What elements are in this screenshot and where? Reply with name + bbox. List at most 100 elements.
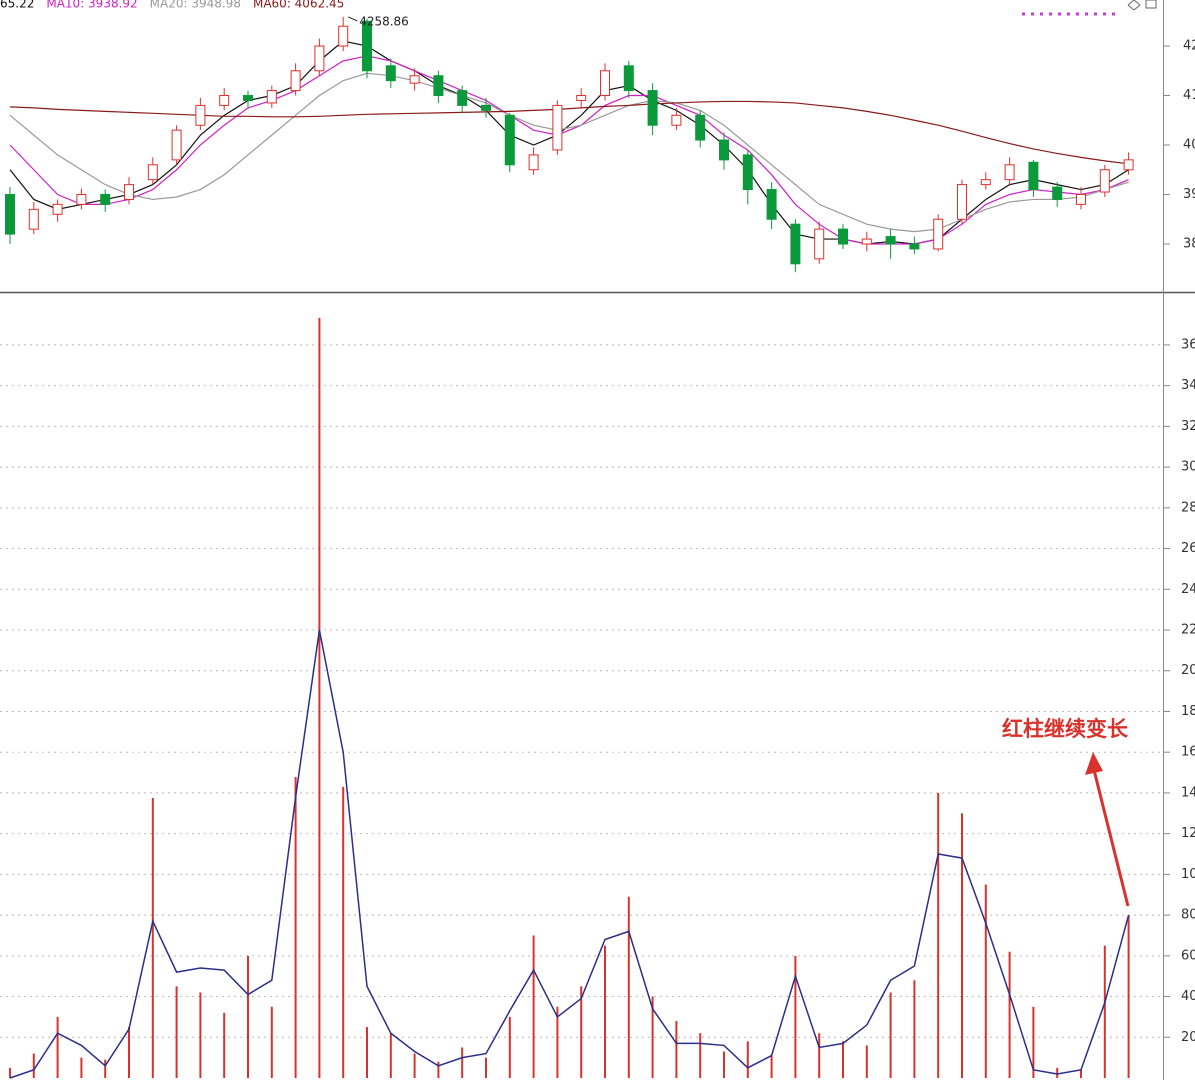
- candle-body: [695, 114, 706, 141]
- candle-body: [838, 228, 848, 245]
- annotation: 红柱继续变长: [1002, 717, 1129, 741]
- y-tick-label: 400: [1181, 989, 1195, 1004]
- volume-bar: [580, 986, 583, 1078]
- y-tick-label: 1200: [1181, 826, 1195, 841]
- volume-bar: [223, 1012, 226, 1078]
- volume-bar: [842, 1041, 844, 1078]
- y-tick-label: 2600: [1181, 541, 1195, 556]
- candle-body: [980, 179, 991, 186]
- volume-bar: [199, 992, 202, 1078]
- candle-body: [576, 95, 587, 101]
- candle-body: [100, 194, 111, 205]
- candle-body: [338, 25, 349, 47]
- volume-bar: [604, 945, 606, 1078]
- toolbar-icon[interactable]: [1127, 0, 1141, 11]
- legend-entry: MA20: 3948.98: [150, 0, 241, 11]
- volume-bar: [104, 1059, 107, 1078]
- candle-body: [5, 194, 15, 235]
- volume-bar: [175, 986, 178, 1078]
- volume-bar: [508, 1016, 511, 1078]
- candle-body: [885, 236, 896, 245]
- candle-body: [171, 129, 182, 161]
- candle-body: [623, 65, 634, 92]
- volume-bar: [746, 1041, 749, 1078]
- candle-body: [719, 139, 729, 161]
- candle-body: [290, 70, 301, 92]
- candle-body: [861, 238, 872, 245]
- candle-body: [28, 208, 39, 230]
- volume-bar: [675, 1020, 678, 1078]
- candle-body: [481, 104, 491, 111]
- candle-body: [504, 114, 515, 166]
- candle-body: [52, 203, 63, 215]
- volume-bar: [294, 777, 297, 1078]
- volume-bar: [270, 1006, 273, 1078]
- volume-bar: [1056, 1067, 1059, 1078]
- volume-bar: [342, 786, 345, 1078]
- volume-bar: [56, 1016, 59, 1078]
- volume-bar: [413, 1053, 416, 1078]
- y-tick-label: 2400: [1181, 582, 1195, 597]
- candle-body: [933, 218, 944, 250]
- candle-body: [195, 104, 206, 126]
- candle-body: [1123, 159, 1134, 171]
- volume-bar: [937, 792, 940, 1078]
- candle-body: [742, 154, 753, 191]
- volume-bar: [961, 813, 963, 1078]
- volume-bar: [1127, 915, 1130, 1078]
- volume-ma-line: [9, 629, 1130, 1079]
- candle-body: [957, 184, 967, 220]
- volume-bar: [532, 935, 535, 1078]
- legend-entry: MA10: 3938.92: [46, 0, 137, 11]
- candle-body: [528, 154, 539, 171]
- candle-body: [600, 70, 610, 97]
- volume-bar: [80, 1057, 83, 1078]
- annotation-arrow: [1092, 769, 1130, 907]
- volume-bar: [794, 955, 797, 1078]
- candle-body: [552, 104, 563, 151]
- volume-bar: [699, 1033, 702, 1078]
- candle-body: [671, 114, 682, 126]
- toolbar-icon[interactable]: [1145, 0, 1157, 9]
- y-tick-label: 4100: [1183, 88, 1195, 103]
- candle-body: [909, 243, 920, 250]
- candle-body: [433, 75, 444, 97]
- y-tick-label: 3600: [1181, 337, 1195, 352]
- y-tick-label: 1800: [1181, 704, 1195, 719]
- candle-body: [457, 90, 468, 106]
- candle-body: [766, 189, 777, 220]
- volume-bar: [1032, 1006, 1035, 1078]
- candle-body: [314, 45, 325, 72]
- candle-body: [147, 164, 158, 181]
- peak-label: 4258.86: [359, 14, 409, 28]
- candle-body: [1052, 186, 1063, 200]
- y-tick-label: 3900: [1183, 187, 1195, 202]
- candle-body: [1076, 194, 1086, 205]
- y-tick-label: 1600: [1181, 745, 1195, 760]
- y-tick-label: 200: [1181, 1030, 1195, 1045]
- volume-bar: [627, 896, 630, 1078]
- volume-bar: [461, 1047, 464, 1078]
- volume-bar: [9, 1067, 11, 1078]
- volume-bar: [32, 1053, 35, 1078]
- volume-bar: [1103, 945, 1106, 1078]
- volume-bar: [913, 980, 916, 1078]
- y-tick-label: 2000: [1181, 663, 1195, 678]
- y-tick-label: 2200: [1181, 623, 1195, 638]
- annotation-pointer: [347, 16, 358, 22]
- volume-bar: [151, 798, 154, 1078]
- candle-body: [1028, 161, 1039, 191]
- y-tick-label: 4200: [1183, 39, 1195, 54]
- volume-bar: [723, 1051, 725, 1078]
- volume-bar: [247, 955, 249, 1078]
- candle-body: [647, 90, 658, 126]
- y-tick-label: 3400: [1181, 378, 1195, 393]
- candle-body: [124, 184, 134, 200]
- candle-body: [76, 194, 87, 205]
- volume-bar: [318, 317, 321, 1079]
- y-tick-label: 800: [1181, 908, 1195, 923]
- legend-entry: 65.22: [0, 0, 34, 11]
- y-tick-label: 3000: [1181, 460, 1195, 475]
